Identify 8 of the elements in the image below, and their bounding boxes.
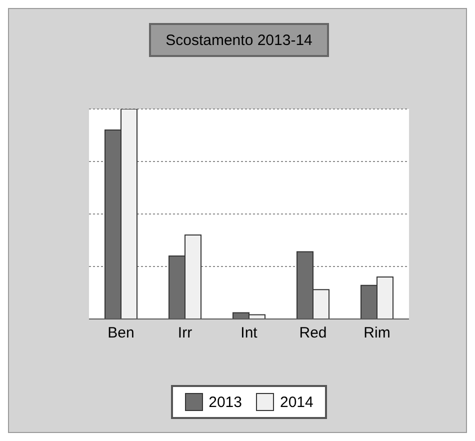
x-tick-label: Irr — [178, 324, 192, 342]
x-tick-label: Int — [240, 324, 258, 342]
legend-label: 2013 — [208, 393, 242, 411]
legend-label: 2014 — [279, 393, 314, 411]
x-tick-label: Red — [299, 324, 327, 342]
chart-title: Scostamento 2013-14 — [149, 23, 329, 57]
x-tick-label: Rim — [364, 324, 390, 342]
x-tick-label: Ben — [108, 324, 134, 342]
